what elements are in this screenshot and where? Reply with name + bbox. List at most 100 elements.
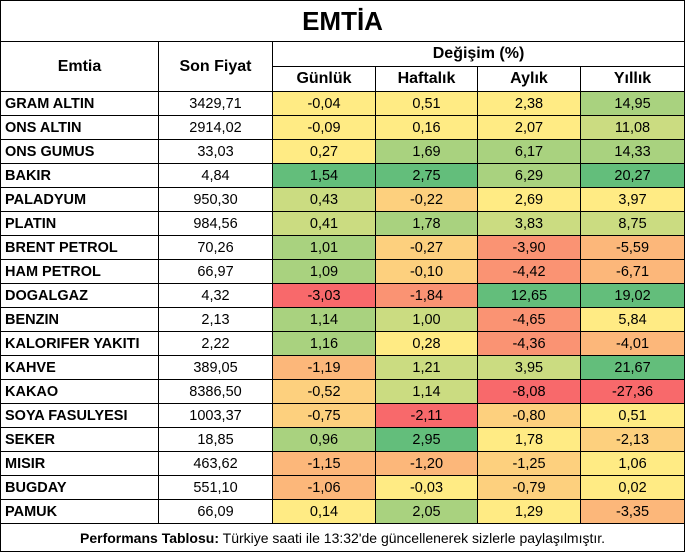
yearly-change: -27,36 — [579, 379, 685, 404]
commodity-name: BUGDAY — [0, 475, 159, 500]
weekly-change: 0,16 — [375, 115, 478, 140]
header-emtia: Emtia — [0, 41, 159, 92]
weekly-change: 0,51 — [375, 91, 478, 116]
table-row: BENZIN 2,13 1,14 1,00 -4,65 5,84 — [0, 307, 685, 332]
weekly-change: -2,11 — [375, 403, 478, 428]
daily-change: -1,19 — [272, 355, 376, 380]
monthly-change: -8,08 — [477, 379, 581, 404]
table-row: KALORIFER YAKITI 2,22 1,16 0,28 -4,36 -4,01 — [0, 331, 685, 356]
yearly-change: -6,71 — [579, 259, 685, 284]
weekly-change: -0,27 — [375, 235, 478, 260]
weekly-change: -0,03 — [375, 475, 478, 500]
monthly-change: 3,95 — [477, 355, 581, 380]
monthly-change: -0,79 — [477, 475, 581, 500]
table-row: DOGALGAZ 4,32 -3,03 -1,84 12,65 19,02 — [0, 283, 685, 308]
last-price: 389,05 — [158, 355, 273, 380]
daily-change: 0,14 — [272, 499, 376, 524]
table-row: MISIR 463,62 -1,15 -1,20 -1,25 1,06 — [0, 451, 685, 476]
monthly-change: -0,80 — [477, 403, 581, 428]
last-price: 1003,37 — [158, 403, 273, 428]
last-price: 33,03 — [158, 139, 273, 164]
commodity-name: MISIR — [0, 451, 159, 476]
commodity-name: GRAM ALTIN — [0, 91, 159, 116]
last-price: 463,62 — [158, 451, 273, 476]
last-price: 66,97 — [158, 259, 273, 284]
yearly-change: -5,59 — [579, 235, 685, 260]
yearly-change: 20,27 — [579, 163, 685, 188]
daily-change: 1,09 — [272, 259, 376, 284]
weekly-change: -0,10 — [375, 259, 478, 284]
header-son-fiyat: Son Fiyat — [158, 41, 273, 92]
weekly-change: -1,84 — [375, 283, 478, 308]
table-row: ONS ALTIN 2914,02 -0,09 0,16 2,07 11,08 — [0, 115, 685, 140]
daily-change: 0,43 — [272, 187, 376, 212]
table-row: PAMUK 66,09 0,14 2,05 1,29 -3,35 — [0, 499, 685, 524]
yearly-change: -4,01 — [579, 331, 685, 356]
header-degisim: Değişim (%) — [271, 41, 685, 67]
yearly-change: 0,02 — [579, 475, 685, 500]
daily-change: -0,75 — [272, 403, 376, 428]
yearly-change: 5,84 — [579, 307, 685, 332]
last-price: 4,32 — [158, 283, 273, 308]
last-price: 3429,71 — [158, 91, 273, 116]
yearly-change: 21,67 — [579, 355, 685, 380]
commodity-name: KALORIFER YAKITI — [0, 331, 159, 356]
table-row: BUGDAY 551,10 -1,06 -0,03 -0,79 0,02 — [0, 475, 685, 500]
commodity-name: ONS ALTIN — [0, 115, 159, 140]
monthly-change: 1,29 — [477, 499, 581, 524]
table-row: KAKAO 8386,50 -0,52 1,14 -8,08 -27,36 — [0, 379, 685, 404]
commodity-name: BENZIN — [0, 307, 159, 332]
commodity-name: PLATIN — [0, 211, 159, 236]
monthly-change: 1,78 — [477, 427, 581, 452]
monthly-change: 2,07 — [477, 115, 581, 140]
monthly-change: -1,25 — [477, 451, 581, 476]
monthly-change: 6,17 — [477, 139, 581, 164]
commodity-name: KAHVE — [0, 355, 159, 380]
yearly-change: 11,08 — [579, 115, 685, 140]
table-row: SEKER 18,85 0,96 2,95 1,78 -2,13 — [0, 427, 685, 452]
daily-change: -3,03 — [272, 283, 376, 308]
monthly-change: -4,36 — [477, 331, 581, 356]
daily-change: 1,14 — [272, 307, 376, 332]
daily-change: -0,04 — [272, 91, 376, 116]
table-row: BAKIR 4,84 1,54 2,75 6,29 20,27 — [0, 163, 685, 188]
monthly-change: 2,69 — [477, 187, 581, 212]
monthly-change: 6,29 — [477, 163, 581, 188]
header-gunluk: Günlük — [272, 66, 376, 92]
monthly-change: 12,65 — [477, 283, 581, 308]
monthly-change: -3,90 — [477, 235, 581, 260]
last-price: 2914,02 — [158, 115, 273, 140]
commodity-name: PAMUK — [0, 499, 159, 524]
header-yillik: Yıllık — [579, 66, 685, 92]
daily-change: 1,16 — [272, 331, 376, 356]
daily-change: 0,96 — [272, 427, 376, 452]
commodity-name: BAKIR — [0, 163, 159, 188]
daily-change: 0,27 — [272, 139, 376, 164]
weekly-change: 2,95 — [375, 427, 478, 452]
table-row: GRAM ALTIN 3429,71 -0,04 0,51 2,38 14,95 — [0, 91, 685, 116]
monthly-change: -4,65 — [477, 307, 581, 332]
daily-change: -0,09 — [272, 115, 376, 140]
last-price: 8386,50 — [158, 379, 273, 404]
weekly-change: 1,69 — [375, 139, 478, 164]
table-row: BRENT PETROL 70,26 1,01 -0,27 -3,90 -5,59 — [0, 235, 685, 260]
table-row: KAHVE 389,05 -1,19 1,21 3,95 21,67 — [0, 355, 685, 380]
footer-text: Türkiye saati ile 13:32'de güncellenerek… — [219, 529, 606, 546]
commodity-name: HAM PETROL — [0, 259, 159, 284]
monthly-change: 3,83 — [477, 211, 581, 236]
last-price: 2,22 — [158, 331, 273, 356]
daily-change: -0,52 — [272, 379, 376, 404]
weekly-change: 1,78 — [375, 211, 478, 236]
last-price: 66,09 — [158, 499, 273, 524]
last-price: 2,13 — [158, 307, 273, 332]
yearly-change: 1,06 — [579, 451, 685, 476]
yearly-change: -2,13 — [579, 427, 685, 452]
commodity-name: ONS GUMUS — [0, 139, 159, 164]
commodity-name: PALADYUM — [0, 187, 159, 212]
yearly-change: -3,35 — [579, 499, 685, 524]
yearly-change: 0,51 — [579, 403, 685, 428]
table-row: PLATIN 984,56 0,41 1,78 3,83 8,75 — [0, 211, 685, 236]
weekly-change: -0,22 — [375, 187, 478, 212]
